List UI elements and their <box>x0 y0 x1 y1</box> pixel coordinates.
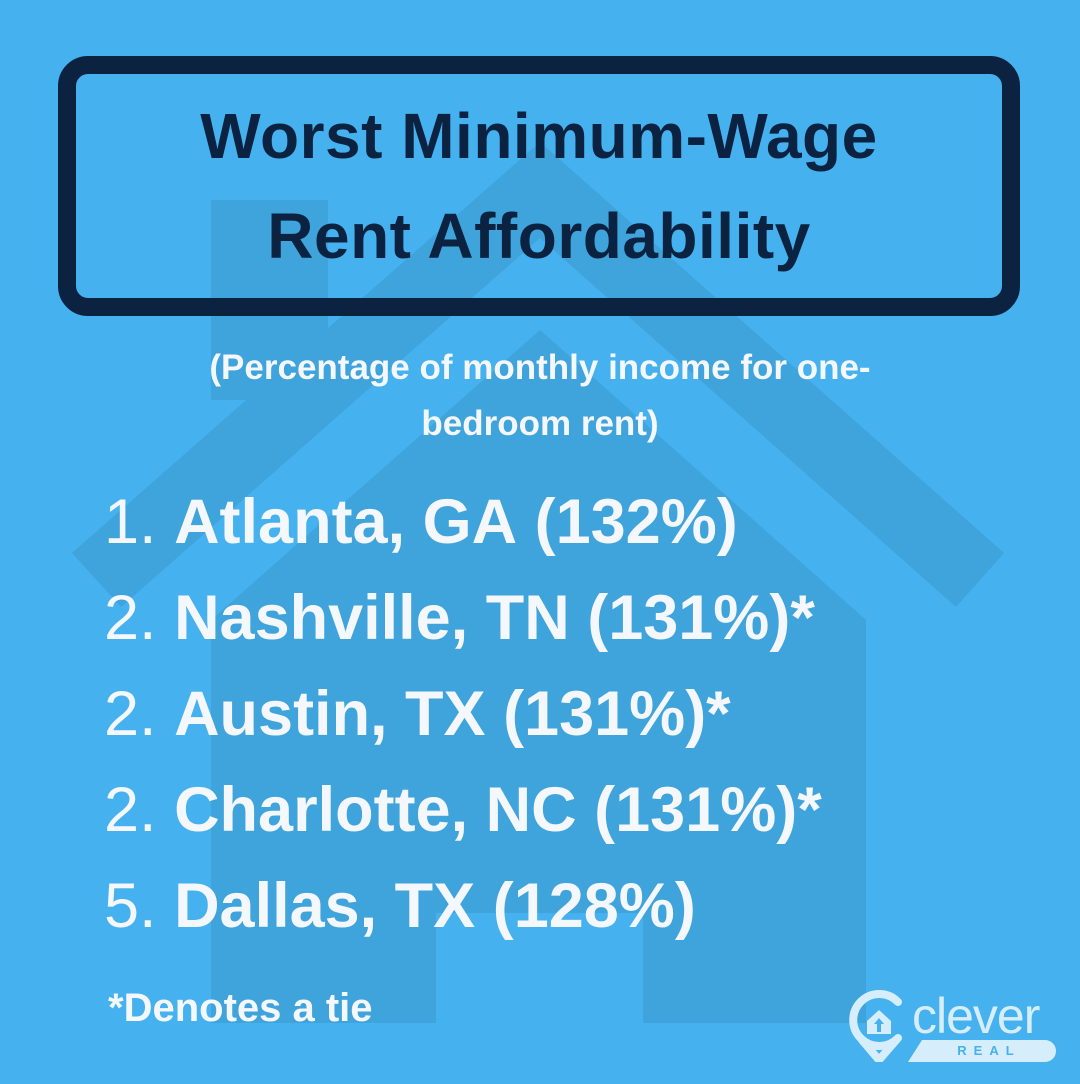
title-line-1: Worst Minimum-Wage <box>200 100 878 172</box>
list-item: 5. Dallas, TX (128%) <box>104 858 822 954</box>
city-name: Nashville, TN <box>174 583 570 653</box>
rent-percentage: (131%) <box>503 679 707 749</box>
list-item: 2. Charlotte, NC (131%)* <box>104 762 822 858</box>
list-item: 2. Austin, TX (131%)* <box>104 666 822 762</box>
rank-number: 2. <box>104 679 157 749</box>
city-name: Dallas, TX <box>174 871 476 941</box>
rank-number: 1. <box>104 487 157 557</box>
logo-wordmark: clever <box>912 988 1040 1044</box>
rank-number: 2. <box>104 775 157 845</box>
logo-tagline: REAL ESTATE <box>943 1043 1035 1080</box>
list-item: 1. Atlanta, GA (132%) <box>104 474 822 570</box>
rent-percentage: (132%) <box>534 487 738 557</box>
footnote: *Denotes a tie <box>108 986 373 1030</box>
logo-tagline-bar <box>908 1040 1056 1062</box>
tie-mark: * <box>790 583 815 653</box>
location-pin-house-icon <box>849 990 902 1062</box>
rank-number: 5. <box>104 871 157 941</box>
title-box: Worst Minimum-Wage Rent Affordability <box>58 56 1020 316</box>
tie-mark: * <box>706 679 731 749</box>
city-name: Atlanta, GA <box>174 487 518 557</box>
clever-logo: clever REAL ESTATE <box>848 988 1058 1080</box>
city-name: Austin, TX <box>174 679 486 749</box>
rent-percentage: (128%) <box>492 871 696 941</box>
rent-percentage: (131%) <box>594 775 798 845</box>
city-name: Charlotte, NC <box>174 775 577 845</box>
tie-mark: * <box>797 775 822 845</box>
subtitle: (Percentage of monthly income for one- b… <box>100 340 980 452</box>
list-item: 2. Nashville, TN (131%)* <box>104 570 822 666</box>
rent-percentage: (131%) <box>587 583 791 653</box>
subtitle-line-1: (Percentage of monthly income for one- <box>209 348 871 387</box>
rankings-list: 1. Atlanta, GA (132%) 2. Nashville, TN (… <box>104 474 822 954</box>
rank-number: 2. <box>104 583 157 653</box>
title-line-2: Rent Affordability <box>267 200 811 272</box>
subtitle-line-2: bedroom rent) <box>421 404 659 443</box>
